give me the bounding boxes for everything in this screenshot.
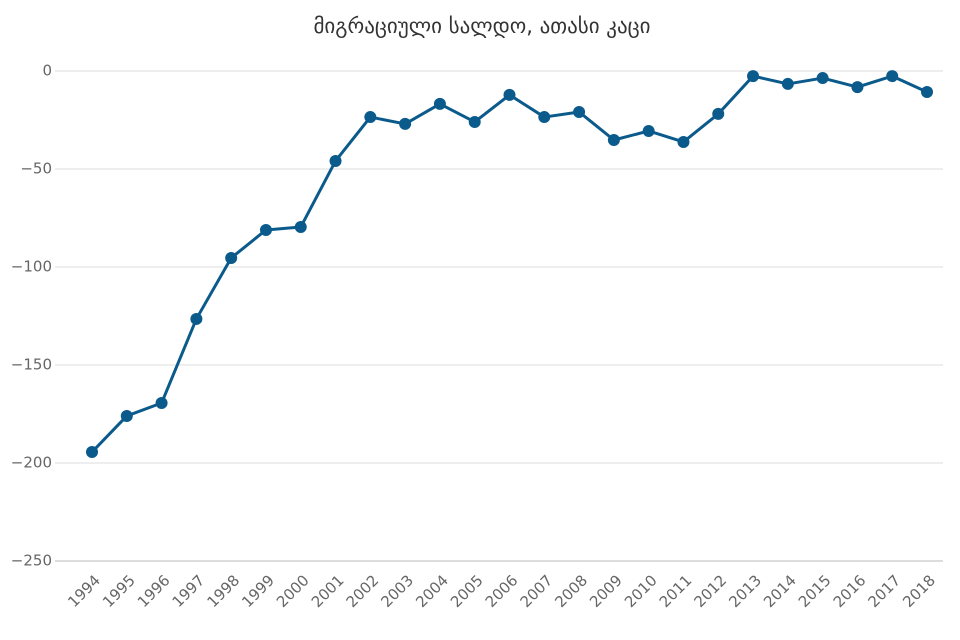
data-point	[433, 97, 446, 110]
x-tick-label: 2015	[795, 571, 835, 611]
y-tick-label: −150	[11, 356, 52, 374]
x-tick-label: 1995	[99, 571, 139, 611]
data-line	[90, 74, 928, 454]
data-point	[712, 107, 725, 120]
x-tick-label: 1997	[169, 571, 209, 611]
y-tick-label: −100	[11, 258, 52, 276]
data-point	[642, 124, 655, 137]
data-point	[538, 111, 551, 124]
data-point	[329, 154, 342, 167]
y-tick-label: −50	[20, 160, 52, 178]
x-tick-label: 2007	[517, 571, 557, 611]
data-point	[155, 397, 168, 410]
data-point	[468, 115, 481, 128]
data-point	[677, 135, 690, 148]
x-tick-label: 2003	[377, 571, 417, 611]
x-tick-label: 2001	[308, 571, 348, 611]
data-point	[190, 312, 203, 325]
x-tick-label: 2004	[412, 571, 452, 611]
x-tick-label: 1994	[64, 571, 104, 611]
x-tick-label: 2000	[273, 571, 313, 611]
x-tick-label: 2017	[864, 571, 904, 611]
x-tick-label: 2008	[551, 571, 591, 611]
x-tick-label: 2014	[760, 571, 800, 611]
x-tick-label: 2002	[343, 571, 383, 611]
x-tick-label: 2013	[725, 571, 765, 611]
data-point	[225, 251, 238, 264]
y-tick-label: 0	[42, 62, 52, 80]
data-point	[851, 81, 864, 94]
data-point	[503, 88, 516, 101]
y-tick-label: −200	[11, 454, 52, 472]
data-point	[364, 111, 377, 124]
data-point	[921, 85, 933, 98]
x-tick-label: 1998	[203, 571, 243, 611]
data-point	[259, 223, 272, 236]
y-tick-label: −250	[11, 552, 52, 570]
data-point	[399, 117, 412, 130]
x-tick-label: 2016	[830, 571, 870, 611]
x-tick-label: 2005	[447, 571, 487, 611]
data-point	[294, 221, 307, 234]
x-tick-label: 1996	[134, 571, 174, 611]
data-point	[886, 70, 899, 83]
data-point	[607, 133, 620, 146]
x-tick-label: 2011	[656, 571, 696, 611]
x-tick-label: 1999	[238, 571, 278, 611]
x-tick-label: 2018	[899, 571, 939, 611]
data-point	[573, 105, 586, 118]
x-tick-label: 2010	[621, 571, 661, 611]
x-tick-label: 2009	[586, 571, 626, 611]
chart-title: მიგრაციული სალდო, ათასი კაცი	[313, 14, 650, 38]
data-point	[816, 72, 829, 85]
data-point	[120, 409, 133, 422]
x-tick-label: 2012	[691, 571, 731, 611]
x-tick-label: 2006	[482, 571, 522, 611]
data-point	[747, 70, 760, 83]
data-point	[86, 446, 98, 459]
data-point	[781, 77, 794, 90]
